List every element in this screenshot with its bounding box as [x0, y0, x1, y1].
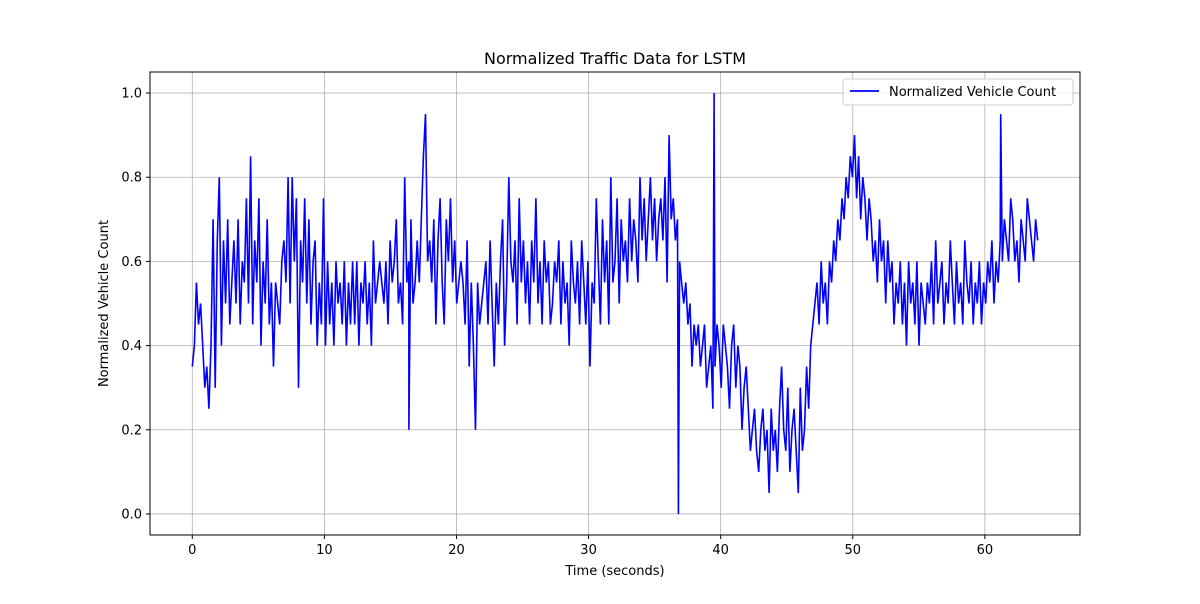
- legend-entry-label: Normalized Vehicle Count: [889, 85, 1056, 100]
- legend: Normalized Vehicle Count: [842, 78, 1074, 106]
- y-tick-label: 0.8: [121, 171, 142, 186]
- y-tick-label: 1.0: [121, 87, 142, 102]
- series-line: [191, 92, 1039, 515]
- x-tick-label: 50: [845, 543, 862, 558]
- chart-title: Normalized Traffic Data for LSTM: [484, 49, 746, 68]
- x-tick-label: 20: [448, 543, 465, 558]
- x-axis-label: Time (seconds): [564, 564, 664, 579]
- series-lines: [191, 92, 1039, 515]
- y-axis-label: Normalized Vehicle Count: [97, 220, 112, 387]
- axes-frame: [149, 71, 1081, 536]
- x-tick-label: 60: [977, 543, 994, 558]
- y-tick-label: 0.6: [121, 255, 142, 270]
- x-tick-label: 30: [580, 543, 597, 558]
- y-tick-label: 0.2: [121, 423, 142, 438]
- axis-ticks: 0 10 20 30 40 50 60 0.0 0.2 0.4 0.6 0.8 1.0: [121, 87, 993, 558]
- x-tick-label: 10: [316, 543, 333, 558]
- y-tick-label: 0.0: [121, 507, 142, 522]
- legend-box: [842, 78, 1074, 106]
- y-tick-label: 0.4: [121, 339, 142, 354]
- x-tick-label: 0: [188, 543, 196, 558]
- x-tick-label: 40: [712, 543, 729, 558]
